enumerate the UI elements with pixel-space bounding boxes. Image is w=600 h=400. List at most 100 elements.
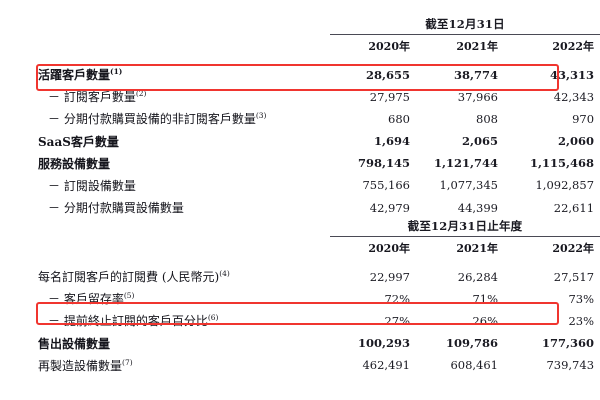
table-row: － 分期付款購買設備數量 42,979 44,399 22,611 bbox=[0, 197, 600, 219]
column-header-2022: 2022年 bbox=[552, 40, 595, 53]
cell-2021: 2,065 bbox=[461, 134, 498, 149]
column-header-2022: 2022年 bbox=[552, 242, 595, 255]
table-body: 活躍客戶數量(1) 28,655 38,774 43,313 － 訂閱客戶數量(… bbox=[0, 59, 600, 219]
cell-2022: 1,092,857 bbox=[535, 178, 595, 193]
cell-2022: 27,517 bbox=[553, 269, 595, 284]
table-row: － 訂閱客戶數量(2) 27,975 37,966 42,343 bbox=[0, 86, 600, 108]
cell-2022: 43,313 bbox=[550, 67, 595, 82]
cell-2021: 808 bbox=[476, 111, 498, 126]
row-label: － 訂閱客戶數量(2) bbox=[0, 86, 330, 108]
span-header-label: 截至12月31日 bbox=[330, 16, 600, 35]
cell-2020: 680 bbox=[388, 111, 410, 126]
row-label-text: 售出設備數量 bbox=[38, 336, 111, 351]
footnote-marker: (2) bbox=[135, 89, 147, 99]
span-header-label: 截至12月31日止年度 bbox=[330, 218, 600, 237]
cell-2022: 1,115,468 bbox=[529, 156, 595, 171]
financial-table: 截至12月31日 2020年 2021年 2022年 活躍客戶數量(1) 28,… bbox=[0, 16, 600, 219]
table-row: － 分期付款購買設備的非訂閱客戶數量(3) 680 808 970 bbox=[0, 108, 600, 130]
cell-2020: 42,979 bbox=[369, 200, 410, 215]
cell-2021: 44,399 bbox=[457, 200, 498, 215]
footnote-marker: (3) bbox=[255, 111, 267, 121]
cell-2022: 177,360 bbox=[542, 336, 595, 351]
table-row: － 客戶留存率(5) 72% 71% 73% bbox=[0, 288, 600, 310]
cell-2022: 73% bbox=[568, 291, 595, 306]
row-label-text: 服務設備數量 bbox=[38, 156, 111, 171]
year-header-row: 2020年 2021年 2022年 bbox=[0, 35, 600, 60]
table-row: 每名訂閱客戶的訂閱費 (人民幣元)(4) 22,997 26,284 27,51… bbox=[0, 261, 600, 288]
table-row: SaaS客戶數量 1,694 2,065 2,060 bbox=[0, 130, 600, 152]
cell-2021: 26,284 bbox=[457, 269, 498, 284]
column-header-2020: 2020年 bbox=[368, 242, 410, 255]
cell-2020: 22,997 bbox=[369, 269, 410, 284]
footnote-marker: (5) bbox=[123, 291, 135, 301]
cell-2020: 1,694 bbox=[373, 134, 410, 149]
column-header-2021: 2021年 bbox=[456, 242, 498, 255]
row-label: 每名訂閱客戶的訂閱費 (人民幣元)(4) bbox=[0, 261, 330, 288]
footnote-marker: (1) bbox=[110, 67, 123, 76]
cell-2021: 608,461 bbox=[450, 358, 498, 373]
header-spacer bbox=[0, 16, 330, 35]
row-label: 服務設備數量 bbox=[0, 152, 330, 174]
row-label-text: － 訂閱客戶數量 bbox=[48, 90, 136, 105]
cell-2021: 1,121,744 bbox=[433, 156, 498, 171]
cell-2022: 22,611 bbox=[553, 200, 595, 215]
row-label-text: － 分期付款購買設備數量 bbox=[48, 201, 184, 216]
header-spacer bbox=[0, 218, 330, 237]
row-label-text: SaaS客戶數量 bbox=[38, 134, 119, 149]
row-label: 售出設備數量 bbox=[0, 332, 330, 354]
table-row: 售出設備數量 100,293 109,786 177,360 bbox=[0, 332, 600, 354]
cell-2021: 1,077,345 bbox=[439, 178, 498, 193]
row-label: 活躍客戶數量(1) bbox=[0, 59, 330, 86]
cell-2021: 37,966 bbox=[457, 89, 498, 104]
cell-2022: 2,060 bbox=[558, 134, 595, 149]
cell-2020: 28,655 bbox=[365, 67, 410, 82]
table-row: － 訂閱設備數量 755,166 1,077,345 1,092,857 bbox=[0, 174, 600, 196]
cell-2021: 109,786 bbox=[445, 336, 498, 351]
cell-2020: 72% bbox=[384, 291, 410, 306]
cell-2020: 462,491 bbox=[362, 358, 410, 373]
cell-2021: 38,774 bbox=[453, 67, 498, 82]
cell-2020: 27% bbox=[384, 313, 410, 328]
row-label-text: － 訂閱設備數量 bbox=[48, 178, 136, 193]
cell-2020: 798,145 bbox=[357, 156, 410, 171]
table-row: 活躍客戶數量(1) 28,655 38,774 43,313 bbox=[0, 59, 600, 86]
cell-2022: 23% bbox=[568, 313, 595, 328]
cell-2022: 970 bbox=[572, 111, 595, 126]
row-label: － 提前終止訂閱的客戶百分比(6) bbox=[0, 310, 330, 332]
table-header: 截至12月31日止年度 2020年 2021年 2022年 bbox=[0, 218, 600, 261]
cell-2020: 100,293 bbox=[357, 336, 410, 351]
row-label-text: － 提前終止訂閱的客戶百分比 bbox=[48, 314, 208, 329]
table-row: 再製造設備數量(7) 462,491 608,461 739,743 bbox=[0, 354, 600, 376]
span-header-row: 截至12月31日止年度 bbox=[0, 218, 600, 237]
table-header: 截至12月31日 2020年 2021年 2022年 bbox=[0, 16, 600, 59]
year-header-row: 2020年 2021年 2022年 bbox=[0, 237, 600, 262]
table-body: 每名訂閱客戶的訂閱費 (人民幣元)(4) 22,997 26,284 27,51… bbox=[0, 261, 600, 376]
footnote-marker: (7) bbox=[122, 357, 133, 367]
metrics-table-as-of-dec31: 截至12月31日 2020年 2021年 2022年 活躍客戶數量(1) 28,… bbox=[0, 16, 600, 219]
cell-2020: 27,975 bbox=[369, 89, 410, 104]
row-label: － 分期付款購買設備的非訂閱客戶數量(3) bbox=[0, 108, 330, 130]
column-header-2021: 2021年 bbox=[456, 40, 498, 53]
row-label-text: 再製造設備數量 bbox=[38, 358, 123, 373]
row-label: － 客戶留存率(5) bbox=[0, 288, 330, 310]
year-header-spacer bbox=[0, 35, 330, 60]
financial-table: 截至12月31日止年度 2020年 2021年 2022年 每名訂閱客戶的訂閱費… bbox=[0, 218, 600, 376]
row-label: SaaS客戶數量 bbox=[0, 130, 330, 152]
year-header-spacer bbox=[0, 237, 330, 262]
row-label-text: 每名訂閱客戶的訂閱費 (人民幣元) bbox=[38, 270, 220, 284]
cell-2022: 42,343 bbox=[553, 89, 595, 104]
footnote-marker: (6) bbox=[207, 313, 219, 323]
cell-2021: 71% bbox=[472, 291, 498, 306]
span-header-row: 截至12月31日 bbox=[0, 16, 600, 35]
row-label-text: － 客戶留存率 bbox=[48, 292, 124, 307]
row-label: － 訂閱設備數量 bbox=[0, 174, 330, 196]
footnote-marker: (4) bbox=[219, 269, 230, 278]
cell-2022: 739,743 bbox=[546, 358, 595, 373]
row-label: 再製造設備數量(7) bbox=[0, 354, 330, 376]
cell-2021: 26% bbox=[472, 313, 498, 328]
table-row: 服務設備數量 798,145 1,121,744 1,115,468 bbox=[0, 152, 600, 174]
column-header-2020: 2020年 bbox=[368, 40, 410, 53]
cell-2020: 755,166 bbox=[362, 178, 410, 193]
metrics-table-year-ended-dec31: 截至12月31日止年度 2020年 2021年 2022年 每名訂閱客戶的訂閱費… bbox=[0, 218, 600, 376]
